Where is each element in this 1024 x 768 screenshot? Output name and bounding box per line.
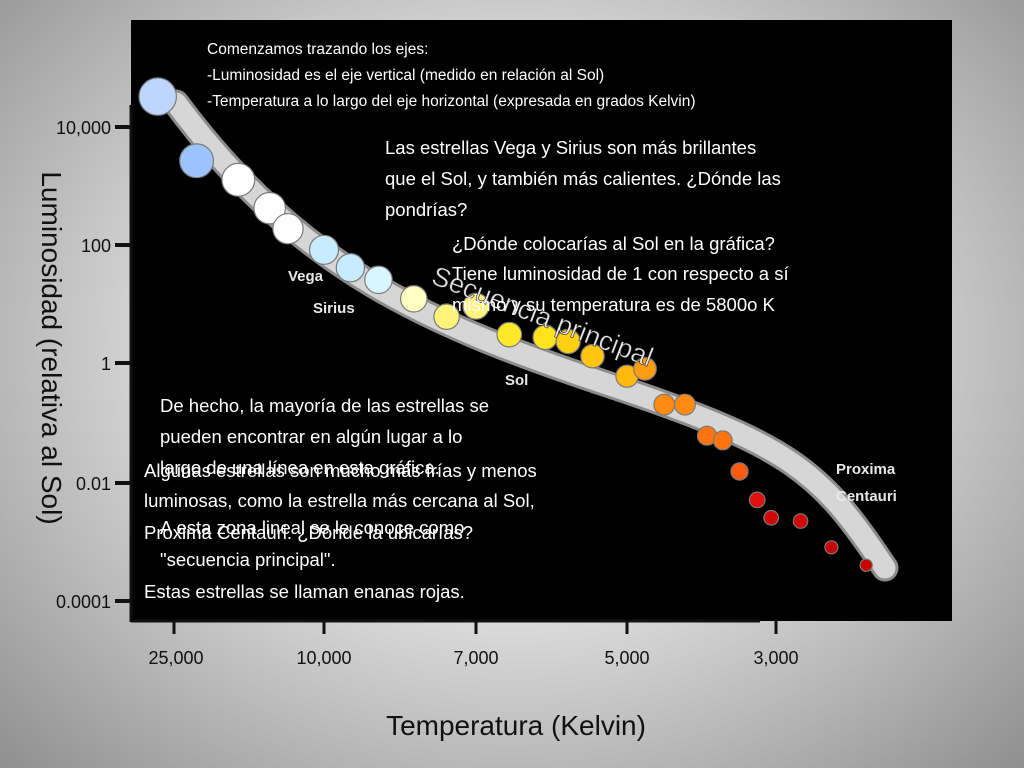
star-label-sirius: Sirius xyxy=(313,300,355,317)
star-labels: Vega Sirius Sol Proxima Centauri xyxy=(288,268,897,505)
svg-text:Tiene luminosidad de 1 con res: Tiene luminosidad de 1 con respecto a sí xyxy=(452,263,789,284)
star-point xyxy=(730,462,749,481)
annotation-red-dwarfs: Estas estrellas se llaman enanas rojas. xyxy=(144,581,465,602)
svg-text:mismo y su temperatura es de 5: mismo y su temperatura es de 5800o K xyxy=(452,294,776,315)
svg-text:-Luminosidad es el eje vertica: -Luminosidad es el eje vertical (medido … xyxy=(207,67,604,84)
star-point xyxy=(859,558,873,572)
star-point xyxy=(399,284,428,313)
star-point xyxy=(496,321,523,348)
y-tick-labels: 10,000 100 1 0.01 0.0001 xyxy=(56,118,111,612)
star-point xyxy=(633,356,657,381)
stars xyxy=(138,77,873,572)
svg-text:A esta zona lineal se le conoc: A esta zona lineal se le conoce como xyxy=(160,517,464,538)
star-point xyxy=(555,328,581,355)
star-point xyxy=(138,77,178,116)
svg-text:¿Dónde colocarías al Sol en la: ¿Dónde colocarías al Sol en la gráfica? xyxy=(452,233,775,254)
x-tick-label: 5,000 xyxy=(604,648,649,668)
y-ticks xyxy=(115,125,131,603)
y-tick-label: 0.0001 xyxy=(56,592,111,612)
svg-text:que el Sol, y también más cali: que el Sol, y también más calientes. ¿Dó… xyxy=(385,168,781,189)
annotation-majority: De hecho, la mayoría de las estrellas se… xyxy=(160,395,489,478)
svg-text:Proxima Centauri. ¿Dónde la ub: Proxima Centauri. ¿Dónde la ubicarías? xyxy=(144,522,473,543)
svg-text:-Temperatura a lo largo del ej: -Temperatura a lo largo del eje horizont… xyxy=(207,93,696,110)
annotation-axes-intro: Comenzamos trazando los ejes: -Luminosid… xyxy=(207,41,696,110)
star-label-proxima: Proxima xyxy=(836,461,896,478)
star-point xyxy=(335,253,366,283)
star-label-vega: Vega xyxy=(288,268,324,285)
star-point xyxy=(763,509,780,526)
svg-text:De hecho, la mayoría de las es: De hecho, la mayoría de las estrellas se xyxy=(160,395,489,416)
y-tick-label: 100 xyxy=(81,236,111,256)
star-point xyxy=(462,292,490,320)
y-axis-title: Luminosidad (relativa al Sol) xyxy=(36,171,67,524)
annotation-main-sequence-name: A esta zona lineal se le conoce como "se… xyxy=(160,517,464,570)
x-axis-title: Temperatura (Kelvin) xyxy=(386,710,646,741)
star-label-centauri: Centauri xyxy=(836,488,897,505)
plot-background xyxy=(131,20,952,621)
star-point xyxy=(824,540,839,555)
svg-text:pondrías?: pondrías? xyxy=(385,199,467,220)
star-label-sol: Sol xyxy=(505,372,528,389)
annotation-sun-question: ¿Dónde colocarías al Sol en la gráfica? … xyxy=(452,233,789,315)
star-point xyxy=(179,143,215,179)
x-tick-label: 25,000 xyxy=(148,648,203,668)
x-tick-label: 7,000 xyxy=(453,648,498,668)
svg-text:luminosas, como la estrella má: luminosas, como la estrella más cercana … xyxy=(144,490,535,511)
annotation-cool-stars: Algunas estrellas son mucho más frías y … xyxy=(144,460,537,543)
svg-text:pueden encontrar en algún luga: pueden encontrar en algún lugar a lo xyxy=(160,426,462,447)
svg-text:Las estrellas Vega y Sirius so: Las estrellas Vega y Sirius son más bril… xyxy=(385,137,756,158)
y-tick-label: 10,000 xyxy=(56,118,111,138)
svg-text:"secuencia principal".: "secuencia principal". xyxy=(160,549,336,570)
x-ticks xyxy=(172,621,778,634)
star-point xyxy=(792,513,809,529)
star-point xyxy=(221,162,256,197)
star-point xyxy=(712,430,733,451)
y-tick-label: 0.01 xyxy=(76,474,111,494)
x-tick-label: 10,000 xyxy=(296,648,351,668)
svg-text:Comenzamos trazando los ejes:: Comenzamos trazando los ejes: xyxy=(207,41,428,58)
star-point xyxy=(308,234,340,265)
y-tick-label: 1 xyxy=(101,354,111,374)
star-point xyxy=(673,393,696,416)
star-point xyxy=(748,491,766,509)
annotation-vega-sirius: Las estrellas Vega y Sirius son más bril… xyxy=(385,137,781,220)
svg-text:largo de una línea en esta grá: largo de una línea en esta gráfica. xyxy=(160,457,440,478)
star-point xyxy=(272,213,304,245)
star-point xyxy=(364,265,393,295)
star-point xyxy=(253,191,287,225)
star-point xyxy=(580,343,605,369)
svg-text:Algunas estrellas son mucho má: Algunas estrellas son mucho más frías y … xyxy=(144,460,537,481)
x-tick-label: 3,000 xyxy=(753,648,798,668)
star-point xyxy=(653,393,676,416)
star-point xyxy=(433,303,460,330)
x-tick-labels: 25,000 10,000 7,000 5,000 3,000 xyxy=(148,648,798,668)
